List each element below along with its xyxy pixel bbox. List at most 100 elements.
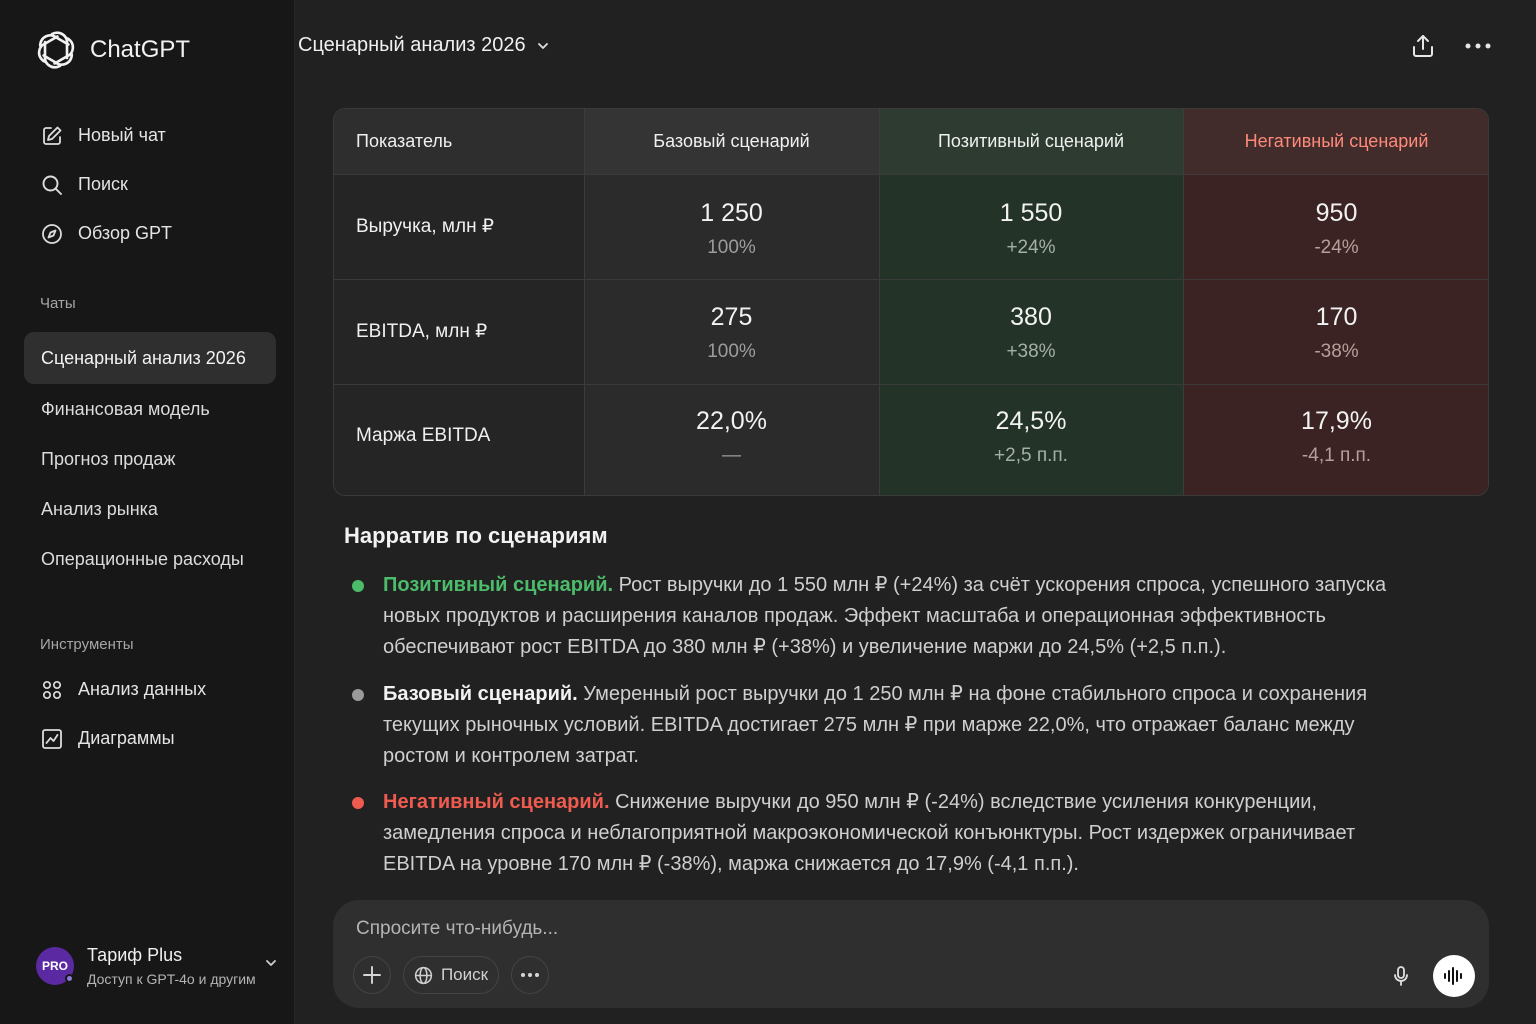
table-header-base: Базовый сценарий [653, 131, 810, 151]
chat-item-financial-model[interactable]: Финансовая модель [41, 398, 210, 419]
table-header-indicator: Показатель [356, 131, 453, 151]
table-cell: 170 -38% [1183, 303, 1488, 363]
data-analysis-button[interactable]: Анализ данных [24, 665, 276, 714]
attach-button[interactable] [353, 956, 391, 994]
row-label-ebitda-margin: Маржа EBITDA [356, 425, 491, 446]
chat-item-operating-expenses[interactable]: Операционные расходы [41, 548, 244, 569]
new-chat-label: Новый чат [78, 125, 166, 145]
cell-sub: -4,1 п.п. [1301, 445, 1372, 466]
explore-gpts-button[interactable]: Обзор GPT [24, 209, 276, 258]
narrative-lead: Базовый сценарий. [383, 683, 578, 705]
more-horizontal-icon [1465, 43, 1491, 49]
table-header-negative: Негативный сценарий [1244, 131, 1429, 151]
table-cell: 380 +38% [879, 303, 1183, 363]
search-icon [41, 174, 63, 196]
compass-icon [41, 223, 63, 245]
cell-value: 1 550 [999, 199, 1063, 227]
table-cell: 17,9% -4,1 п.п. [1183, 407, 1488, 467]
plan-subtitle: Доступ к GPT-4o и другим [87, 971, 256, 987]
chats-section-label: Чаты [40, 295, 76, 312]
search-button[interactable]: Поиск [24, 160, 276, 209]
table-cell: 275 100% [584, 303, 879, 363]
search-label: Поиск [78, 174, 128, 194]
cell-value: 22,0% [696, 407, 767, 435]
narrative-item-positive: Позитивный сценарий. Рост выручки до 1 5… [352, 570, 1413, 663]
cell-sub: — [722, 445, 741, 466]
cell-sub: +38% [1006, 341, 1056, 362]
data-analysis-label: Анализ данных [78, 679, 207, 699]
grid-icon [41, 679, 63, 701]
table-header-row [334, 109, 1488, 174]
row-divider [334, 174, 1488, 175]
globe-icon [414, 966, 433, 984]
table-cell: 1 550 +24% [879, 199, 1183, 259]
tools-list: Анализ данных Диаграммы [24, 665, 276, 763]
cell-value: 24,5% [995, 407, 1067, 435]
row-label-ebitda: EBITDA, млн ₽ [356, 321, 488, 342]
charts-button[interactable]: Диаграммы [24, 714, 276, 763]
row-label-revenue: Выручка, млн ₽ [356, 216, 494, 237]
share-button[interactable] [1405, 28, 1441, 64]
chevron-down-icon [266, 960, 276, 966]
table-column-positive [879, 109, 1183, 495]
chat-list: Сценарный анализ 2026 Финансовая модель … [24, 332, 276, 584]
table-cell: 950 -24% [1183, 199, 1488, 259]
row-divider [334, 279, 1488, 280]
charts-label: Диаграммы [78, 728, 175, 748]
cell-sub: +2,5 п.п. [994, 445, 1068, 466]
plan-title: Тариф Plus [87, 945, 183, 965]
conversation-title: Сценарный анализ 2026 [298, 34, 526, 56]
cell-sub: 100% [707, 237, 756, 258]
table-column-indicator [334, 109, 584, 495]
message-input[interactable]: Спросите что-нибудь... [356, 918, 559, 939]
narrative-item-negative: Негативный сценарий. Снижение выручки до… [352, 787, 1413, 880]
conversation-title-dropdown[interactable]: Сценарный анализ 2026 [298, 34, 550, 57]
chat-item-sales-forecast[interactable]: Прогноз продаж [41, 448, 176, 469]
status-dot [65, 974, 74, 983]
bullet-dot [352, 580, 364, 592]
bullet-dot [352, 689, 364, 701]
more-options-button[interactable] [1460, 28, 1496, 64]
more-horizontal-icon [521, 973, 539, 977]
plan-badge: PRO [41, 959, 68, 973]
tools-section-label: Инструменты [40, 636, 134, 653]
table-cell: 22,0% — [584, 407, 879, 467]
share-icon [1413, 35, 1433, 57]
table-column-base [584, 109, 879, 495]
search-toggle-button[interactable]: Поиск [403, 956, 499, 994]
plus-icon [363, 966, 381, 984]
row-divider [334, 384, 1488, 385]
chevron-down-icon [537, 42, 548, 49]
composer-more-button[interactable] [511, 956, 549, 994]
new-chat-button[interactable]: Новый чат [24, 111, 276, 160]
narrative-lead: Негативный сценарий. [383, 791, 610, 813]
narrative-text: Умеренный рост выручки до 1 250 млн ₽ на… [383, 683, 1368, 767]
cell-sub: -38% [1314, 341, 1359, 362]
microphone-icon [1394, 966, 1408, 986]
cell-value: 950 [1315, 199, 1358, 227]
brand[interactable]: ChatGPT [36, 28, 190, 72]
cell-value: 17,9% [1301, 407, 1372, 435]
cell-sub: +24% [1006, 237, 1056, 258]
search-toggle-label: Поиск [440, 965, 489, 984]
chat-item-scenario-analysis[interactable]: Сценарный анализ 2026 [24, 332, 276, 384]
column-divider [1183, 109, 1184, 495]
explore-gpts-label: Обзор GPT [78, 223, 172, 243]
chat-item-market-analysis[interactable]: Анализ рынка [41, 498, 158, 519]
narrative-text: Рост выручки до 1 550 млн ₽ (+24%) за сч… [383, 574, 1387, 658]
table-cell: 24,5% +2,5 п.п. [879, 407, 1183, 467]
table-header-positive: Позитивный сценарий [937, 131, 1125, 151]
voice-mode-button[interactable] [1433, 955, 1475, 997]
brand-name: ChatGPT [90, 36, 191, 63]
narrative-lead: Позитивный сценарий. [383, 574, 614, 596]
narrative-item-base: Базовый сценарий. Умеренный рост выручки… [352, 679, 1413, 772]
dictate-button[interactable] [1383, 958, 1419, 994]
cell-value: 170 [1315, 303, 1358, 331]
column-divider [584, 109, 585, 495]
scenario-table: Показатель Базовый сценарий Позитивный с… [333, 108, 1489, 496]
cell-sub: 100% [707, 341, 756, 362]
narrative-text: Снижение выручки до 950 млн ₽ (-24%) всл… [383, 791, 1356, 875]
plan-selector[interactable]: PRO Тариф Plus Доступ к GPT-4o и другим [36, 938, 280, 994]
chart-icon [41, 728, 63, 750]
cell-value: 275 [710, 303, 753, 331]
